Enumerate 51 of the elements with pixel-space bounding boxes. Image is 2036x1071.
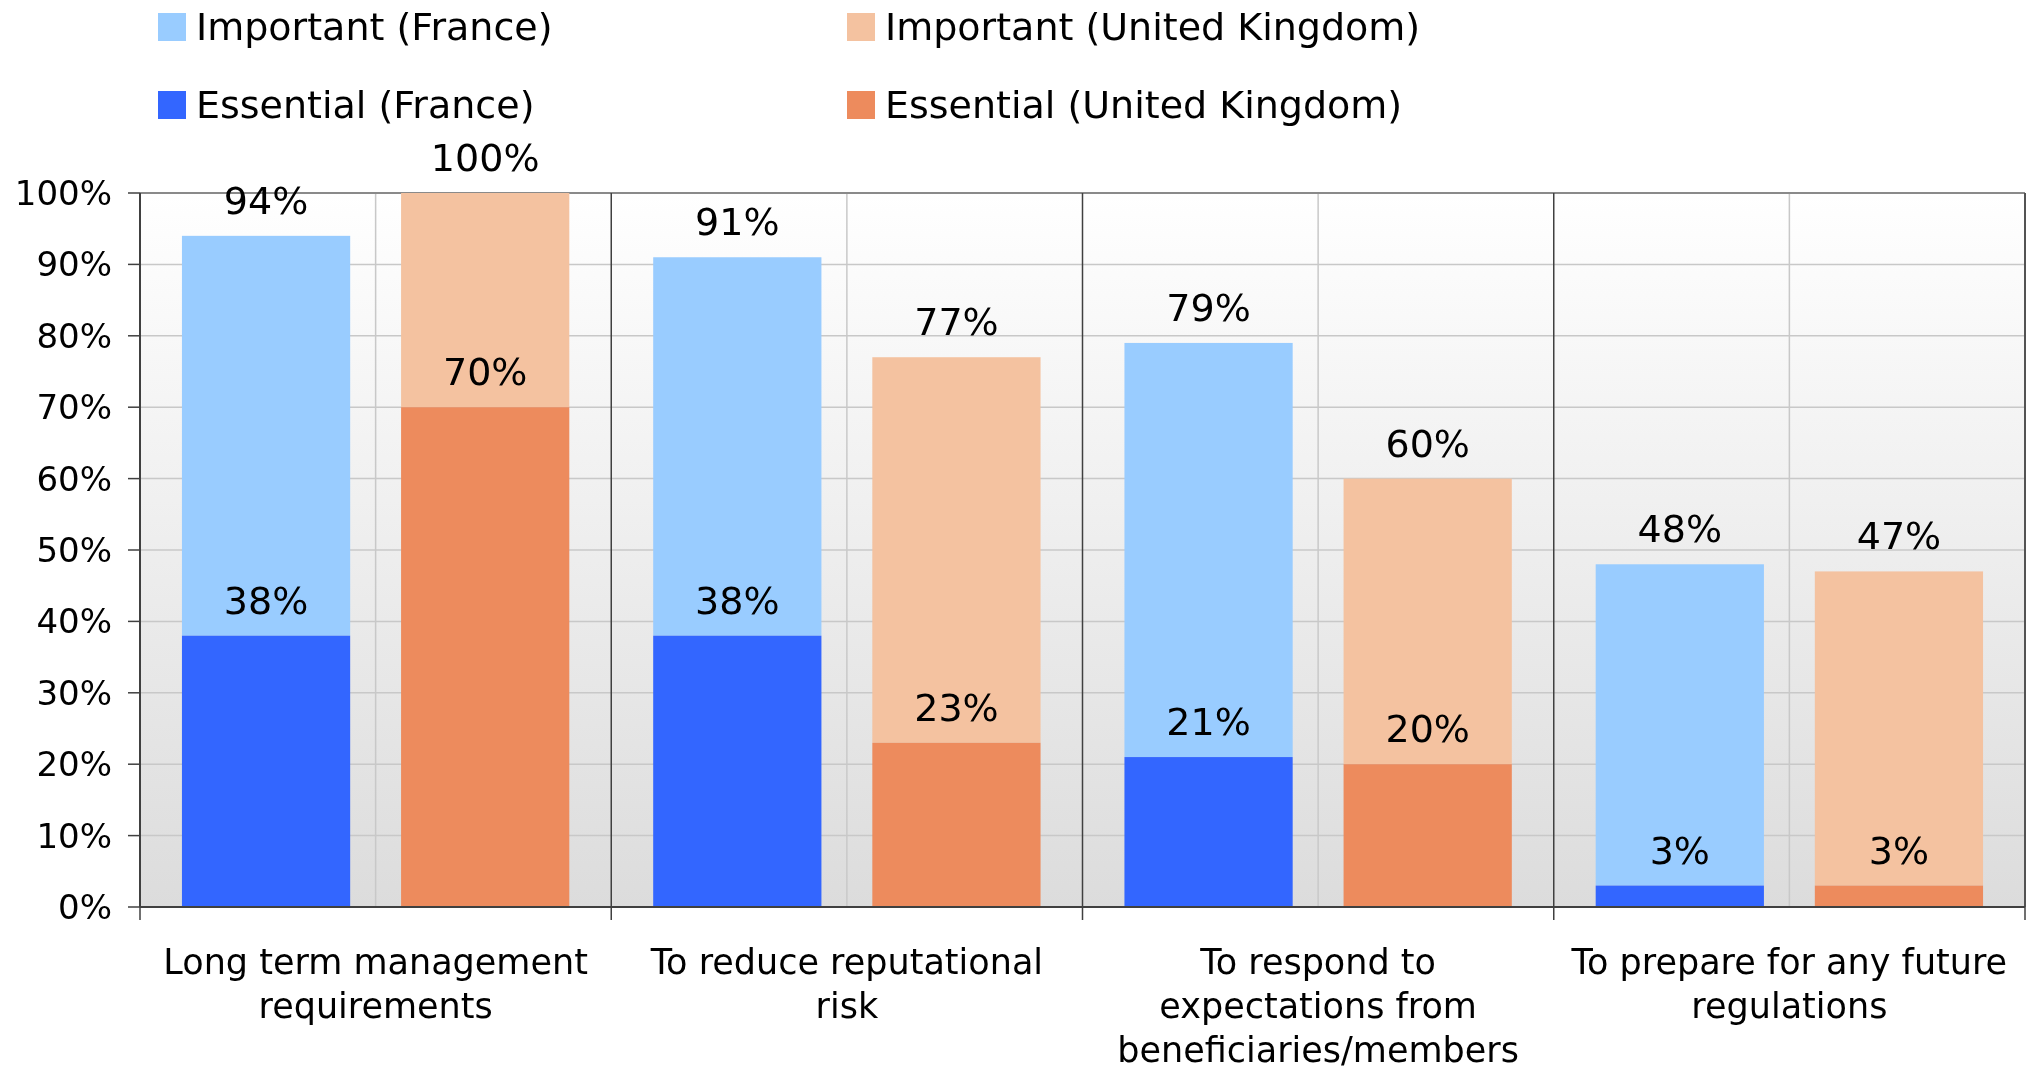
bar bbox=[1124, 757, 1293, 907]
data-label: 77% bbox=[914, 300, 999, 345]
y-tick-label: 30% bbox=[36, 672, 112, 713]
bar bbox=[1595, 564, 1764, 886]
bar bbox=[1124, 342, 1293, 758]
y-tick-label: 0% bbox=[58, 887, 112, 927]
data-label: 20% bbox=[1385, 707, 1470, 752]
bar bbox=[401, 407, 570, 907]
x-tick-label: To reduce reputational risk bbox=[649, 942, 1044, 1026]
bar bbox=[1343, 478, 1512, 765]
x-tick-label: To prepare for any future regulations bbox=[1570, 942, 2008, 1026]
legend-label: Important (United Kingdom) bbox=[885, 5, 1421, 49]
y-tick-label: 50% bbox=[36, 530, 112, 570]
y-tick-label: 20% bbox=[36, 744, 112, 785]
data-label: 21% bbox=[1166, 700, 1251, 745]
data-label: 47% bbox=[1856, 514, 1942, 559]
bar bbox=[181, 635, 351, 907]
bar bbox=[401, 193, 570, 408]
data-label: 94% bbox=[223, 178, 309, 223]
y-tick-label: 80% bbox=[36, 315, 112, 356]
legend-label: Essential (France) bbox=[196, 83, 535, 127]
bar bbox=[1814, 571, 1984, 886]
x-tick-label: To respond to expectations from beneficiaries/members bbox=[1117, 942, 1519, 1070]
data-label: 3% bbox=[1649, 828, 1710, 873]
data-label: 70% bbox=[442, 350, 528, 395]
data-label: 3% bbox=[1868, 828, 1930, 873]
data-label: 38% bbox=[695, 578, 780, 623]
y-tick-label: 10% bbox=[36, 815, 112, 856]
y-tick-label: 90% bbox=[36, 244, 112, 285]
bar bbox=[872, 742, 1041, 907]
data-label: 100% bbox=[430, 136, 540, 180]
data-label: 48% bbox=[1637, 507, 1723, 552]
bar bbox=[653, 257, 822, 636]
y-tick-label: 40% bbox=[36, 601, 112, 642]
bar bbox=[872, 357, 1041, 743]
data-label: 60% bbox=[1385, 421, 1470, 466]
bar bbox=[1343, 764, 1512, 907]
x-tick-label: Long term management requirements bbox=[163, 942, 588, 1026]
bar bbox=[1595, 885, 1764, 907]
y-tick-label: 60% bbox=[36, 458, 112, 499]
legend-label: Important (France) bbox=[196, 5, 553, 49]
bar bbox=[653, 635, 822, 907]
data-label: 23% bbox=[914, 685, 999, 730]
data-label: 91% bbox=[695, 200, 780, 245]
data-label: 79% bbox=[1166, 285, 1251, 330]
y-tick-label: 100% bbox=[14, 173, 112, 213]
bar bbox=[1814, 885, 1984, 907]
bar bbox=[181, 235, 351, 636]
data-label: 38% bbox=[223, 578, 309, 623]
y-tick-label: 70% bbox=[36, 387, 112, 428]
legend-label: Essential (United Kingdom) bbox=[885, 83, 1403, 127]
